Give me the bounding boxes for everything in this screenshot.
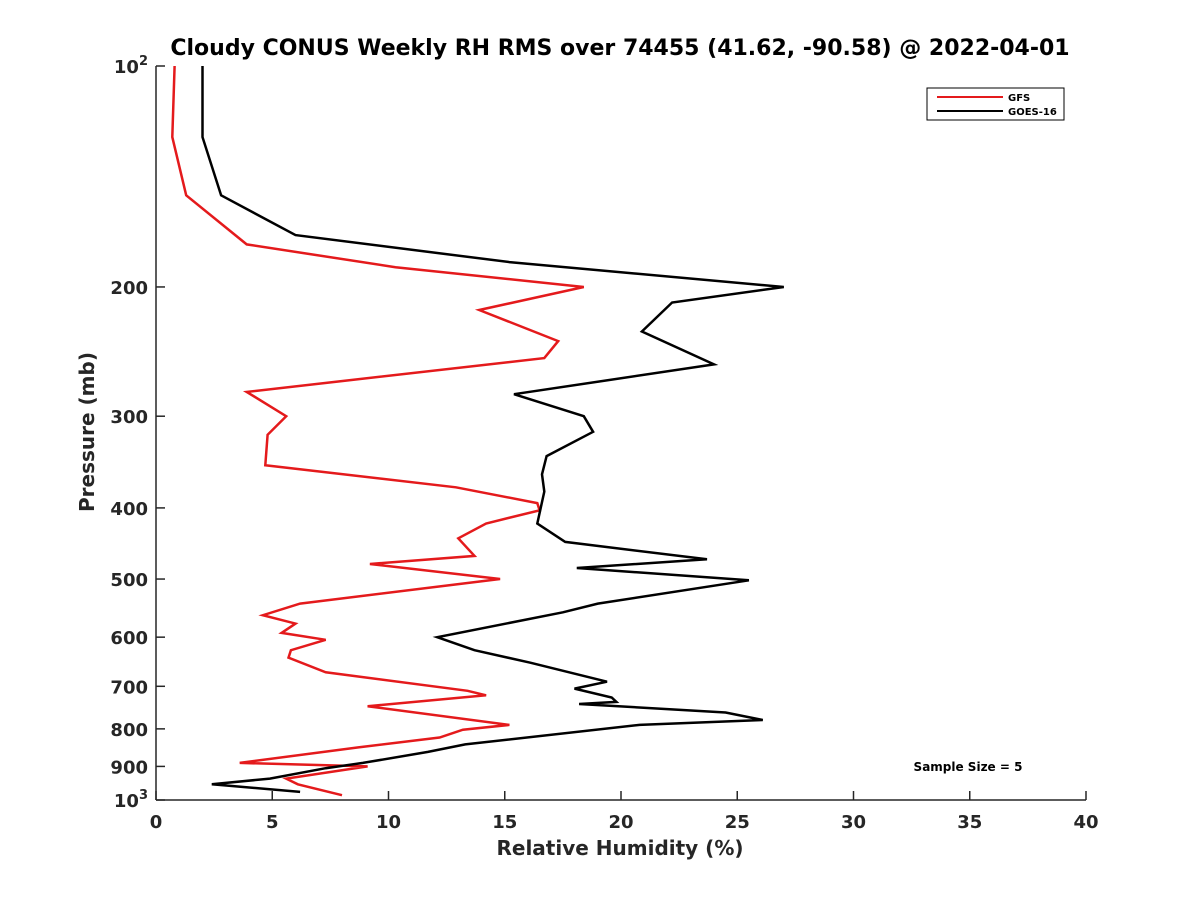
x-tick-label: 30	[841, 812, 866, 833]
series-layer	[171, 65, 784, 797]
y-tick-label: 500	[110, 570, 148, 591]
x-tick-label: 0	[150, 812, 163, 833]
y-tick-label: 400	[110, 499, 148, 520]
y-tick-label: 103	[114, 788, 148, 812]
x-tick-label: 35	[957, 812, 982, 833]
y-ticks: 102 200 300 400 500 600 700 800 900 103	[110, 54, 165, 812]
y-tick-label: 800	[110, 720, 148, 741]
y-tick-label: 300	[110, 407, 148, 428]
y-tick-label: 900	[110, 757, 148, 778]
legend: GFS GOES-16	[926, 87, 1065, 121]
x-tick-label: 10	[376, 812, 401, 833]
y-tick-label: 200	[110, 278, 148, 299]
y-axis-label: Pressure (mb)	[75, 352, 99, 512]
y-tick-label: 700	[110, 677, 148, 698]
plot-frame	[155, 66, 1086, 801]
y-tick-label: 102	[114, 54, 148, 78]
x-tick-label: 40	[1073, 812, 1098, 833]
legend-label-goes16: GOES-16	[1008, 107, 1057, 118]
series-line-gfs	[171, 65, 585, 797]
sample-size-annotation: Sample Size = 5	[914, 760, 1023, 774]
legend-label-gfs: GFS	[1008, 93, 1030, 104]
chart-title: Cloudy CONUS Weekly RH RMS over 74455 (4…	[170, 36, 1069, 61]
x-ticks: 0 5 10 15 20 25 30 35 40	[150, 791, 1099, 833]
x-tick-label: 20	[608, 812, 633, 833]
x-axis-label: Relative Humidity (%)	[496, 836, 743, 860]
series-line-goes-16	[201, 66, 784, 794]
x-tick-label: 5	[266, 812, 279, 833]
x-tick-label: 25	[725, 812, 750, 833]
y-tick-label: 600	[110, 628, 148, 649]
legend-box	[926, 87, 1065, 121]
x-tick-label: 15	[492, 812, 517, 833]
